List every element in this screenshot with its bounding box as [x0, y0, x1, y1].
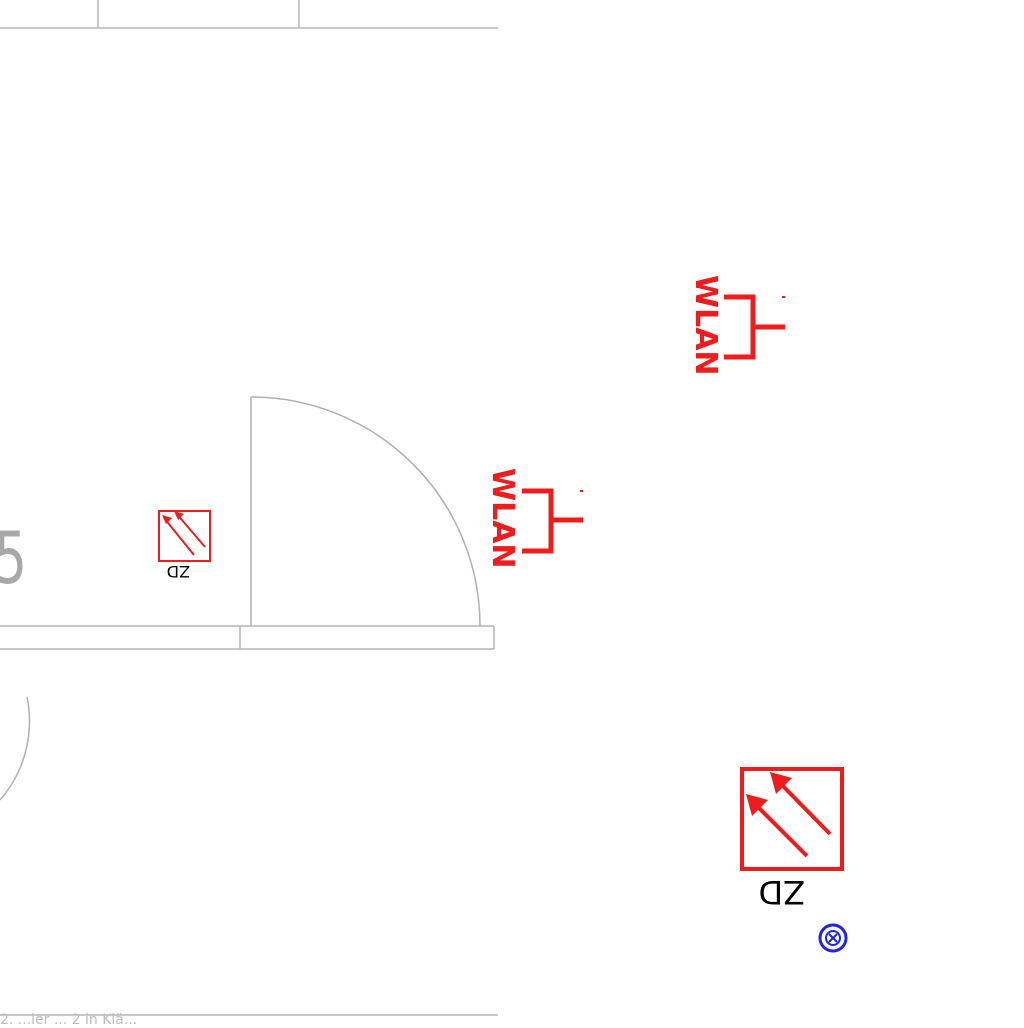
- bottom-room-label: 2. ...ler ... 2 in Klä...: [0, 1012, 138, 1028]
- wlan-access-point-icon: [522, 488, 583, 554]
- wlan-label: WLAN: [485, 468, 520, 569]
- middle-wall: [0, 625, 495, 650]
- zd-detector-icon: [740, 767, 844, 871]
- zd-label: ZD: [758, 873, 805, 911]
- top-wall: [0, 0, 498, 29]
- wlan-access-point-icon: [724, 294, 785, 360]
- room-number: 5: [0, 518, 27, 598]
- zd-detector-icon: [158, 510, 211, 562]
- door-swing: [250, 396, 481, 627]
- zd-label: ZD: [166, 562, 190, 581]
- crossed-circle-marker-icon: [818, 923, 848, 953]
- wlan-label: WLAN: [688, 275, 723, 376]
- door-swing-lower: [0, 696, 31, 801]
